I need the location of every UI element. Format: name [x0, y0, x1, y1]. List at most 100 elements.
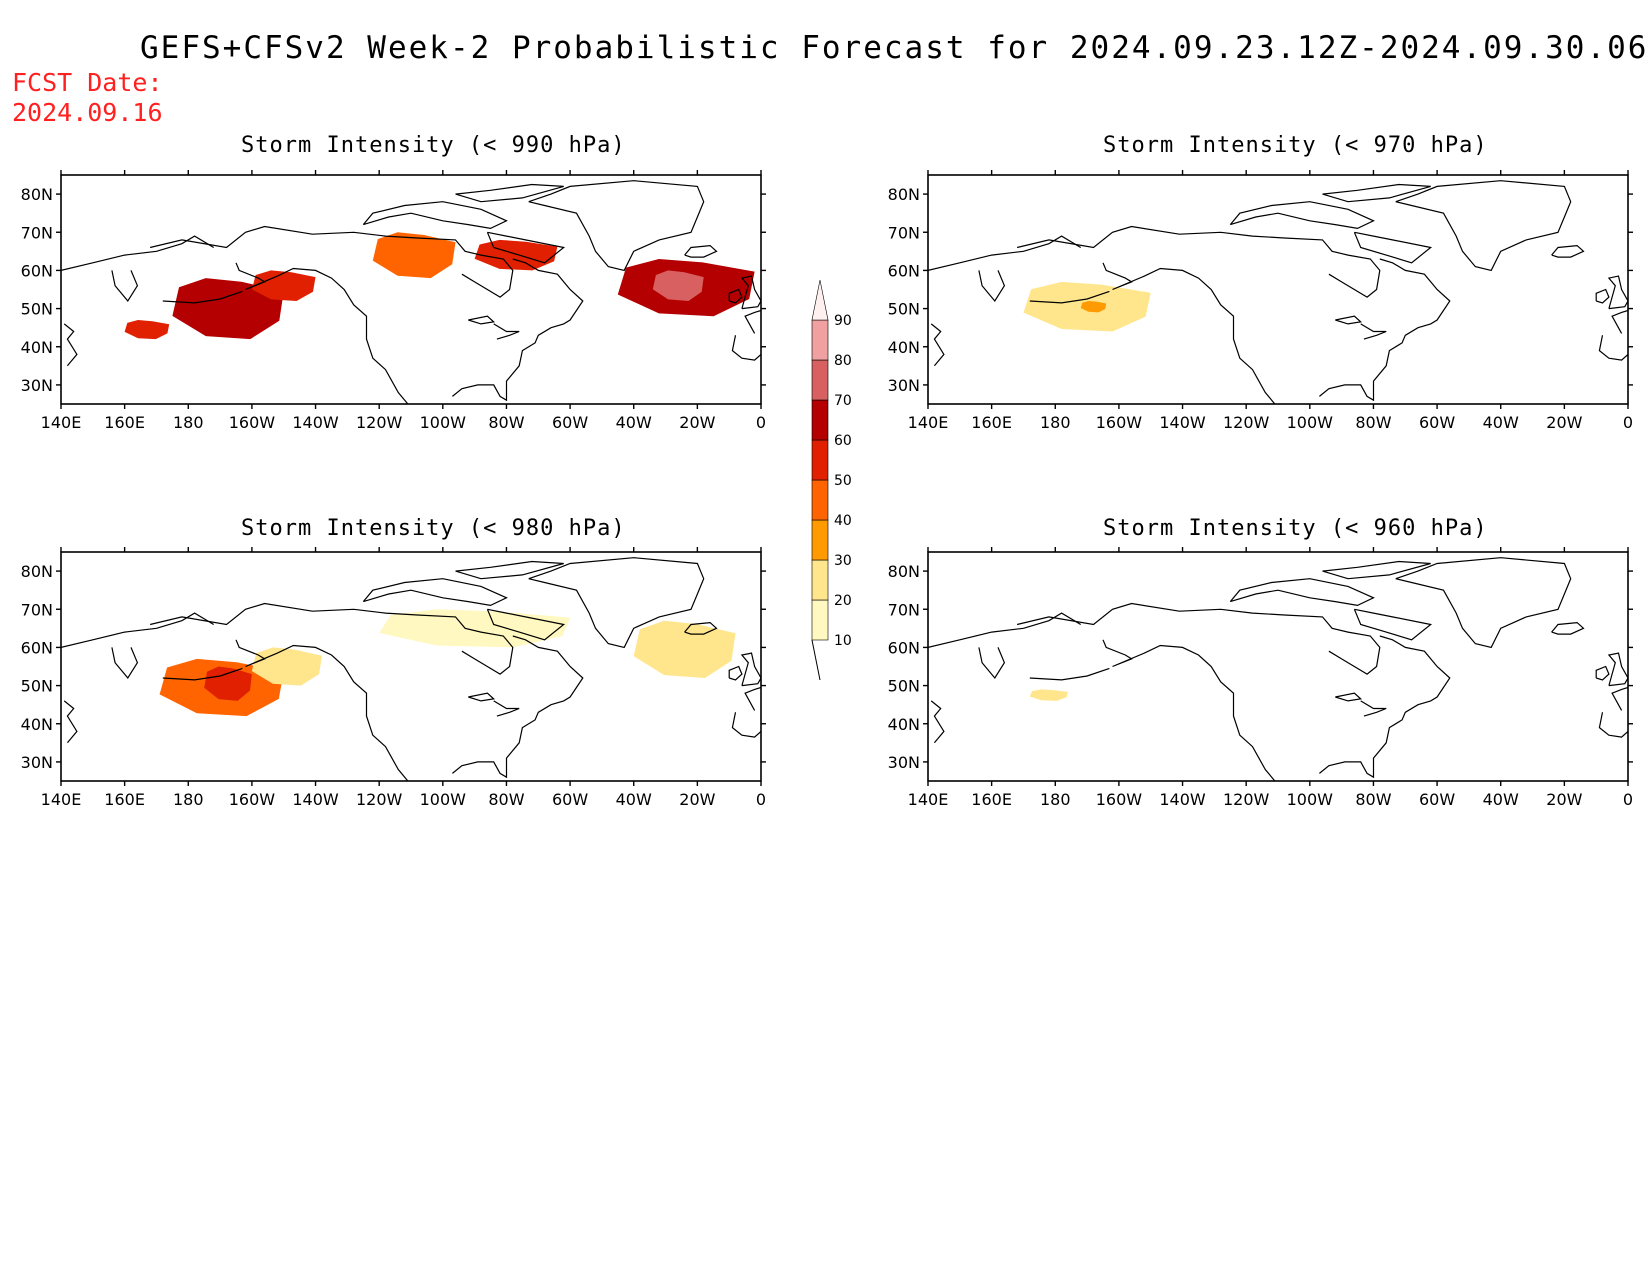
coastline	[1353, 608, 1433, 641]
coastline	[1607, 652, 1628, 687]
coastline	[1595, 288, 1610, 304]
map-panel-p980: 80N 70N 60N 50N 40N 30N 140E 160E 180 160W 140W 120…	[21, 547, 766, 809]
coastline	[1353, 231, 1433, 264]
lat-tick-label: 40N	[21, 715, 53, 734]
coastline	[731, 335, 761, 361]
coastline	[162, 667, 243, 681]
map-frame	[927, 174, 1629, 405]
lat-tick-label: 70N	[888, 223, 920, 242]
color-bar: 10 20 30 40 50 60 70 80 90	[811, 279, 852, 681]
lat-tick-label: 60N	[21, 638, 53, 657]
coastline	[1319, 258, 1451, 402]
lon-tick-label: 180	[173, 790, 204, 809]
color-bar-segment	[811, 399, 829, 441]
map-frame	[60, 551, 762, 782]
color-bar-label: 60	[834, 433, 852, 449]
coastline	[728, 665, 743, 681]
coastline	[63, 323, 78, 367]
coastline	[1335, 315, 1363, 325]
lat-tick-label: 30N	[21, 753, 53, 772]
color-bar-segment	[811, 319, 829, 361]
probability-area	[633, 620, 736, 678]
color-bar-label: 20	[834, 593, 852, 609]
coastline	[362, 201, 508, 230]
coastline	[1029, 667, 1110, 681]
coastline	[111, 270, 139, 303]
lon-tick-label: 140E	[908, 790, 949, 809]
map-frame	[60, 174, 762, 405]
coastline	[1598, 712, 1628, 738]
map-panel-p960: 80N 70N 60N 50N 40N 30N 140E 160E 180 160W 140W 120…	[888, 547, 1633, 809]
lon-tick-label: 20W	[1546, 790, 1582, 809]
color-bar-label: 30	[834, 553, 852, 569]
lat-tick-label: 70N	[21, 600, 53, 619]
lon-tick-label: 60W	[1419, 790, 1455, 809]
lon-tick-label: 100W	[420, 790, 467, 809]
lon-tick-label: 120W	[356, 413, 403, 432]
color-bar-label: 70	[834, 393, 852, 409]
lon-tick-label: 140W	[292, 790, 339, 809]
coastline	[149, 602, 514, 675]
lon-tick-label: 80W	[488, 790, 524, 809]
probability-area	[172, 278, 284, 340]
coastline	[468, 315, 496, 325]
coastline	[930, 700, 945, 744]
probability-area	[372, 232, 456, 279]
coastline	[1395, 557, 1572, 649]
coastline	[740, 275, 761, 310]
lon-tick-label: 140W	[1159, 790, 1206, 809]
lon-tick-label: 160E	[104, 790, 145, 809]
lat-tick-label: 40N	[888, 715, 920, 734]
lat-tick-label: 30N	[21, 376, 53, 395]
color-bar-segment	[811, 359, 829, 401]
lon-tick-label: 40W	[616, 790, 652, 809]
coastline	[455, 183, 564, 203]
lon-tick-label: 180	[173, 413, 204, 432]
panel-title-990: Storm Intensity (< 990 hPa)	[241, 133, 626, 158]
forecast-date-value: 2024.09.16	[12, 98, 163, 127]
probability-area	[474, 239, 558, 271]
lon-tick-label: 160W	[229, 790, 276, 809]
lon-tick-label: 160W	[1096, 790, 1143, 809]
coastline	[740, 652, 761, 687]
probability-area	[251, 270, 316, 301]
coastline	[928, 235, 1082, 271]
lat-tick-label: 60N	[888, 261, 920, 280]
map-panel-p990: 80N 70N 60N 50N 40N 30N 140E 160E 180 160W 140W 120…	[21, 170, 766, 432]
lon-tick-label: 80W	[1355, 413, 1391, 432]
lon-tick-label: 20W	[1546, 413, 1582, 432]
coastline	[684, 244, 718, 258]
lon-tick-label: 60W	[1419, 413, 1455, 432]
probability-area	[124, 320, 170, 340]
coastline	[61, 612, 215, 648]
coastline	[978, 270, 1006, 303]
color-bar-segment	[811, 439, 829, 481]
coastline	[452, 258, 584, 402]
map-panel-p970: 80N 70N 60N 50N 40N 30N 140E 160E 180 160W 140W 120…	[888, 170, 1633, 432]
lat-tick-label: 40N	[21, 338, 53, 357]
coastline	[455, 560, 564, 580]
lon-tick-label: 140W	[292, 413, 339, 432]
lon-tick-label: 180	[1040, 790, 1071, 809]
coastline	[1016, 602, 1381, 675]
coastline	[744, 686, 761, 711]
coastline	[1335, 692, 1363, 702]
color-bar-segment	[811, 479, 829, 521]
color-bar-label: 90	[834, 313, 852, 329]
lon-tick-label: 160W	[1096, 413, 1143, 432]
coastline	[1611, 686, 1628, 711]
lon-tick-label: 140E	[908, 413, 949, 432]
coastline	[1322, 560, 1431, 580]
coastline	[1229, 578, 1375, 607]
map-frame	[927, 551, 1629, 782]
coastline	[1607, 275, 1628, 310]
coastline	[1598, 335, 1628, 361]
lat-tick-label: 80N	[21, 185, 53, 204]
color-bar-label: 10	[834, 633, 852, 649]
coastline	[452, 635, 584, 779]
coastline	[928, 612, 1082, 648]
lat-tick-label: 40N	[888, 338, 920, 357]
coastline	[1611, 309, 1628, 334]
lat-tick-label: 80N	[888, 562, 920, 581]
coastline	[1595, 665, 1610, 681]
